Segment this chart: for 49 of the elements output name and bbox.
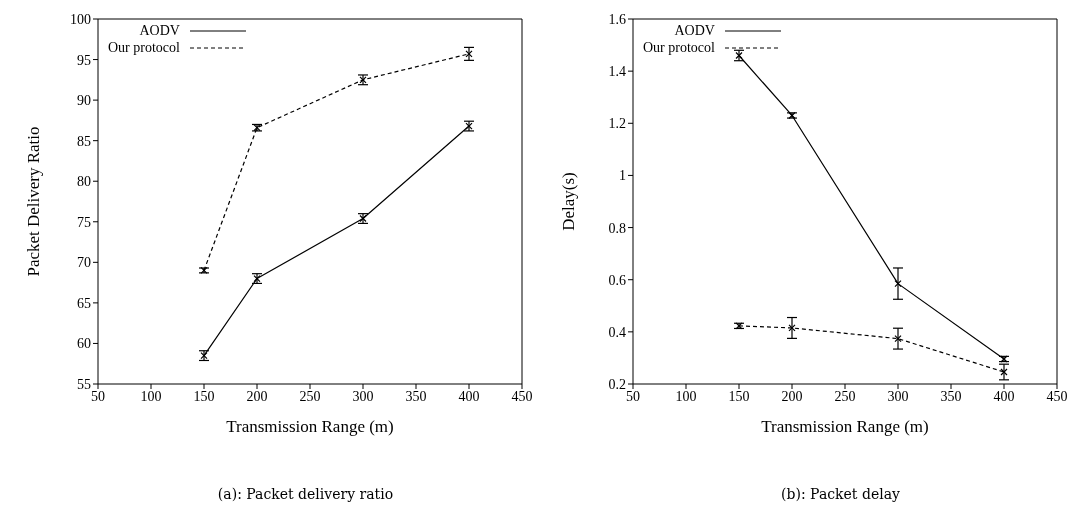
y-tick-label: 60 [77, 336, 91, 352]
x-tick-label: 400 [993, 388, 1015, 404]
y-tick-label: 65 [77, 295, 91, 311]
x-tick-label: 400 [458, 388, 480, 404]
legend-label: AODV [139, 22, 180, 39]
y-tick-label: 55 [77, 376, 91, 392]
x-tick-label: 200 [246, 388, 268, 404]
y-tick-label: 95 [77, 52, 91, 68]
y-tick-label: 75 [77, 214, 91, 230]
legend-label: Our protocol [108, 39, 180, 56]
x-axis-title: Transmission Range (m) [761, 417, 929, 436]
x-tick-label: 200 [781, 388, 803, 404]
y-tick-label: 0.2 [608, 376, 626, 392]
x-tick-label: 300 [352, 388, 374, 404]
y-tick-label: 70 [77, 255, 91, 271]
x-tick-label: 250 [299, 388, 321, 404]
text: (a): Packet delivery ratio [216, 486, 395, 502]
x-tick-label: 150 [728, 388, 750, 404]
x-tick-label: 250 [834, 388, 856, 404]
y-tick-label: 0.6 [608, 272, 626, 288]
x-tick-label: 450 [511, 388, 533, 404]
y-tick-label: 1.4 [608, 64, 626, 80]
y-tick-label: 100 [70, 11, 91, 27]
x-tick-label: 450 [1046, 388, 1068, 404]
y-axis-title: Delay(s) [559, 172, 579, 231]
x-tick-label: 350 [405, 388, 427, 404]
y-tick-label: 1.2 [608, 116, 626, 132]
legend-label: Our protocol [643, 39, 715, 56]
y-tick-label: 0.8 [608, 220, 626, 236]
y-axis-title: Packet Delivery Ratio [24, 126, 44, 277]
x-tick-label: 100 [675, 388, 697, 404]
y-tick-label: 85 [77, 133, 91, 149]
point [465, 50, 473, 58]
text: (b): Packet delay [780, 486, 901, 502]
y-tick-label: 1.6 [608, 11, 626, 27]
legend-label: AODV [674, 22, 715, 39]
point [894, 280, 902, 288]
x-tick-label: 50 [626, 388, 640, 404]
x-tick-label: 100 [140, 388, 162, 404]
x-tick-label: 150 [193, 388, 215, 404]
x-axis-title: Transmission Range (m) [226, 417, 394, 436]
y-tick-label: 90 [77, 93, 91, 109]
x-tick-label: 50 [91, 388, 105, 404]
x-tick-label: 350 [940, 388, 962, 404]
y-tick-label: 80 [77, 174, 91, 190]
x-tick-label: 300 [887, 388, 909, 404]
y-tick-label: 1 [619, 168, 626, 184]
point [894, 335, 902, 343]
y-tick-label: 0.4 [608, 324, 626, 340]
